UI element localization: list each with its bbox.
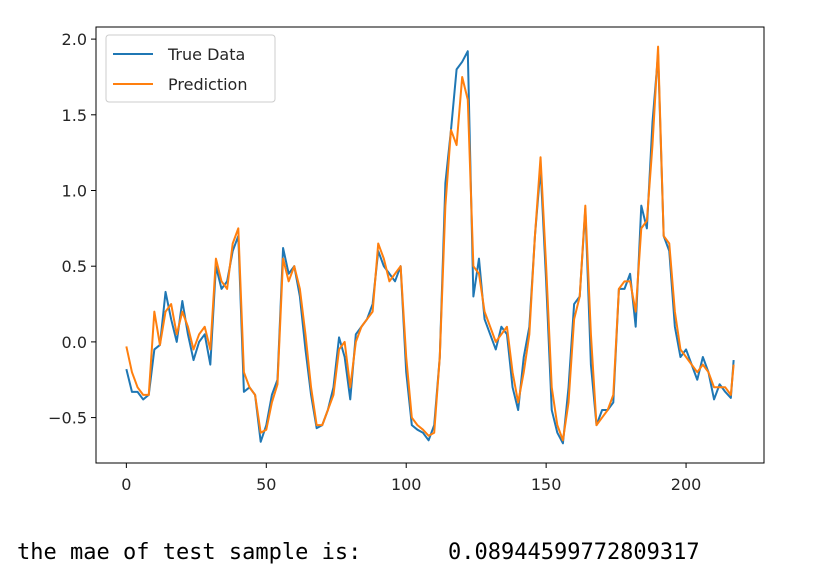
y-tick-label: −0.5 (48, 409, 87, 428)
legend-label: True Data (167, 45, 245, 64)
y-tick-label: 0.5 (62, 257, 87, 276)
y-tick-label: 2.0 (62, 30, 87, 49)
plot-frame (95, 26, 765, 464)
x-tick-label: 100 (391, 475, 422, 494)
y-tick-label: 1.5 (62, 106, 87, 125)
output-label: the mae of test sample is: (17, 540, 361, 565)
series-line (125, 45, 735, 442)
y-tick-label: 0.0 (62, 333, 87, 352)
x-tick-label: 150 (531, 475, 562, 494)
x-tick-label: 0 (121, 475, 131, 494)
legend-box (105, 34, 276, 103)
x-tick-label: 50 (256, 475, 276, 494)
legend-label: Prediction (168, 75, 247, 94)
x-tick-label: 200 (671, 475, 702, 494)
y-tick-label: 1.0 (62, 182, 87, 201)
output-value: 0.08944599772809317 (448, 540, 700, 565)
